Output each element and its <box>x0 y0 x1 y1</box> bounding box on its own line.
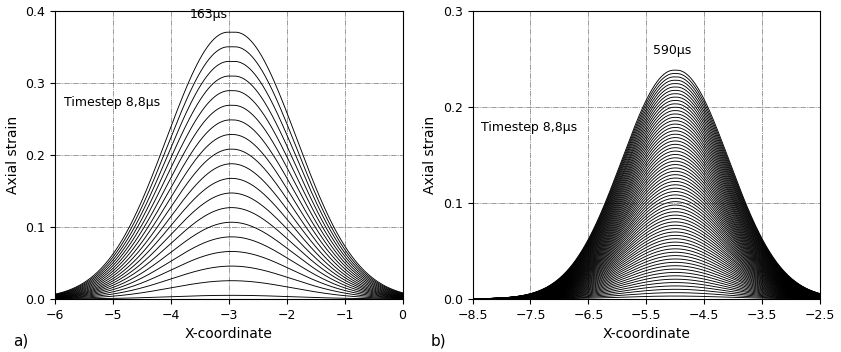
Text: b): b) <box>431 334 447 348</box>
Text: 590μs: 590μs <box>653 44 691 57</box>
Text: Timestep 8,8μs: Timestep 8,8μs <box>64 96 160 109</box>
Text: Timestep 8,8μs: Timestep 8,8μs <box>481 121 577 134</box>
Text: 163μs: 163μs <box>189 8 227 21</box>
X-axis label: X-coordinate: X-coordinate <box>602 327 690 341</box>
X-axis label: X-coordinate: X-coordinate <box>185 327 272 341</box>
Text: a): a) <box>13 334 29 348</box>
Y-axis label: Axial strain: Axial strain <box>6 116 19 194</box>
Y-axis label: Axial strain: Axial strain <box>423 116 437 194</box>
